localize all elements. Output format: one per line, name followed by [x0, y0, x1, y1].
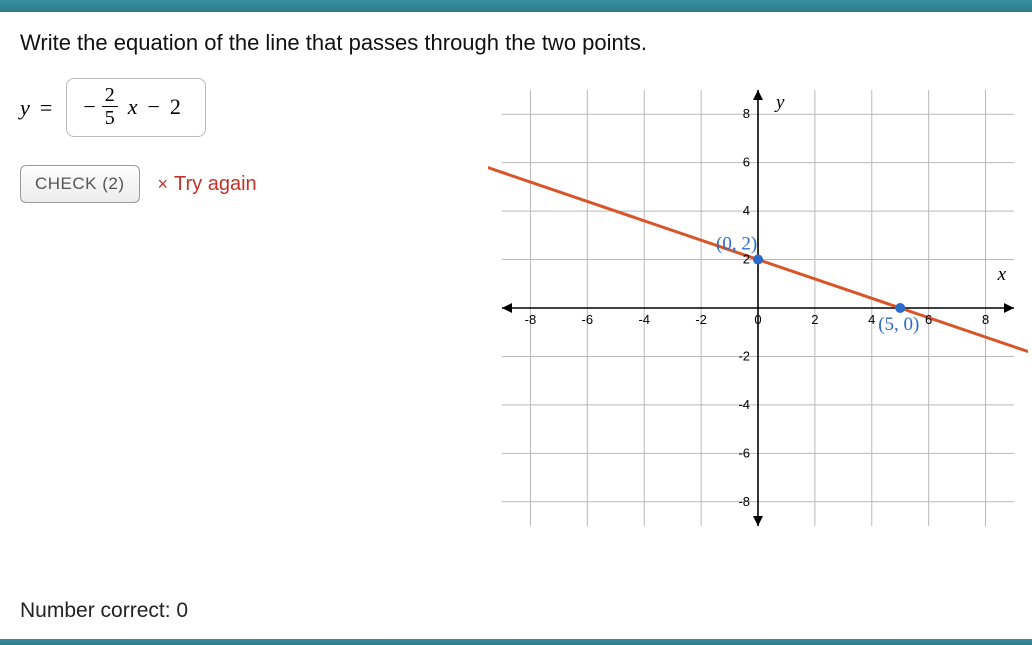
svg-text:(5, 0): (5, 0) — [878, 314, 919, 335]
svg-text:8: 8 — [743, 106, 750, 121]
svg-text:6: 6 — [743, 155, 750, 170]
fraction: 2 5 — [102, 85, 118, 128]
top-border-bar — [0, 0, 1032, 12]
svg-text:-8: -8 — [738, 494, 750, 509]
equation-lhs: y = — [20, 95, 56, 121]
svg-text:x: x — [997, 264, 1007, 285]
svg-text:-4: -4 — [738, 397, 750, 412]
svg-text:(0, 2): (0, 2) — [716, 234, 757, 255]
svg-text:-2: -2 — [738, 348, 750, 363]
error-icon: × — [158, 174, 169, 195]
answer-input-box[interactable]: − 2 5 x − 2 — [66, 78, 206, 137]
score-display: Number correct: 0 — [20, 599, 188, 623]
svg-text:-2: -2 — [695, 312, 707, 327]
svg-text:-8: -8 — [525, 312, 537, 327]
svg-text:4: 4 — [743, 203, 750, 218]
coordinate-graph: -8-6-4-202468-8-6-4-22468yx(0, 2)(5, 0) — [488, 82, 1028, 534]
svg-text:-6: -6 — [582, 312, 594, 327]
svg-text:y: y — [774, 92, 785, 113]
svg-text:-6: -6 — [738, 445, 750, 460]
svg-text:4: 4 — [868, 312, 875, 327]
feedback-message: × Try again — [158, 173, 257, 196]
question-prompt: Write the equation of the line that pass… — [20, 30, 1012, 56]
check-button[interactable]: CHECK (2) — [20, 165, 140, 203]
svg-text:8: 8 — [982, 312, 989, 327]
svg-text:0: 0 — [754, 312, 761, 327]
graph-area: -8-6-4-202468-8-6-4-22468yx(0, 2)(5, 0) — [488, 82, 1028, 534]
bottom-border-bar — [0, 639, 1032, 645]
svg-text:2: 2 — [811, 312, 818, 327]
svg-text:-4: -4 — [638, 312, 650, 327]
svg-text:6: 6 — [925, 312, 932, 327]
feedback-text: Try again — [174, 173, 257, 196]
